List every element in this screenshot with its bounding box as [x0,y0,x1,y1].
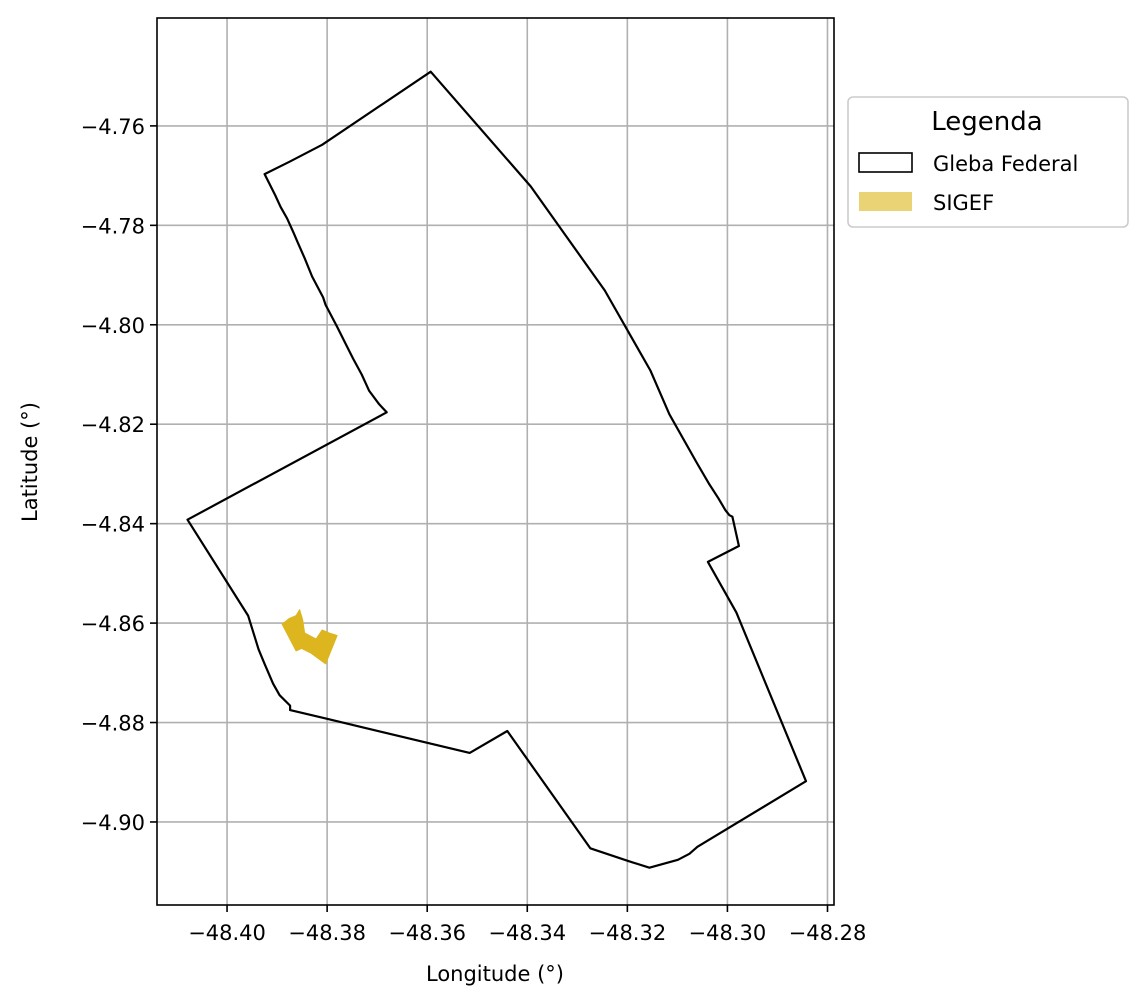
x-tick-label: −48.36 [388,921,466,945]
y-tick-label: −4.76 [81,115,145,139]
x-axis-label: Longitude (°) [426,962,564,986]
x-gridlines [226,18,829,905]
y-tick-label: −4.80 [81,314,145,338]
y-tick-label: −4.88 [81,712,145,736]
y-tick-label: −4.84 [81,513,145,537]
x-tick-label: −48.30 [689,921,767,945]
y-tick-label: −4.78 [81,214,145,238]
gleba-federal-boundary [186,70,808,869]
plot-frame [156,17,835,906]
x-tick-label: −48.34 [488,921,566,945]
x-tick-label: −48.28 [789,921,867,945]
y-gridlines [157,125,834,823]
y-axis-label: Latitude (°) [18,402,42,522]
legend-title: Legenda [931,107,1042,137]
x-tick-label: −48.38 [288,921,366,945]
legend-swatch-gleba-federal [858,152,913,173]
legend-swatch-sigef [859,192,912,211]
x-tick-label: −48.32 [588,921,666,945]
sigef-parcel [281,609,338,665]
legend: Legenda Gleba Federal SIGEF [847,96,1129,228]
y-tick-label: −4.82 [81,413,145,437]
legend-label-gleba-federal: Gleba Federal [933,152,1078,176]
y-axis-ticks: −4.76 −4.78 −4.80 −4.82 −4.84 −4.86 −4.88 −4.90 [81,115,157,835]
legend-box [847,96,1129,228]
x-tick-label: −48.40 [188,921,266,945]
map-layers [186,70,808,869]
y-tick-label: −4.90 [81,811,145,835]
y-tick-label: −4.86 [81,612,145,636]
x-axis-ticks: −48.40 −48.38 −48.36 −48.34 −48.32 −48.30 −48.… [188,905,866,945]
legend-label-sigef: SIGEF [933,191,994,215]
